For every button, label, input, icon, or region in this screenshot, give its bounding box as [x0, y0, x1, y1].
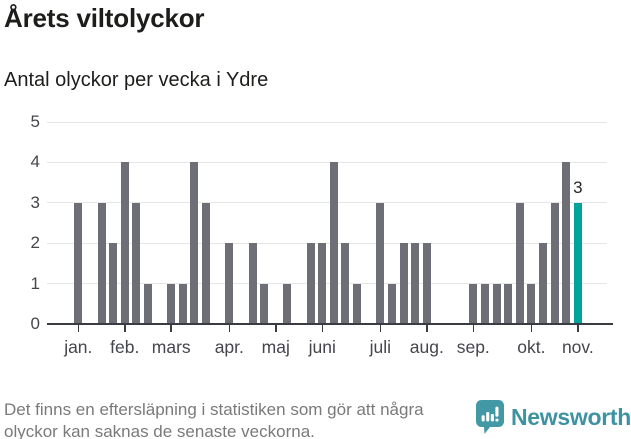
month-tick	[170, 325, 172, 332]
month-tick	[228, 325, 231, 332]
month-label: juni	[308, 337, 336, 357]
y-axis-label: 2	[30, 233, 40, 253]
bar-week-42	[550, 202, 559, 324]
month-tick	[426, 325, 428, 332]
bar-week-38	[504, 283, 513, 324]
month-tick	[379, 325, 382, 332]
bar-week-41	[538, 243, 547, 324]
bar-chart: 0 1 2 3 4 5 jan. feb. mars apr. maj juni juli aug. sep…	[30, 112, 613, 357]
bar-week-19	[283, 283, 292, 324]
bar-week-11	[190, 162, 199, 324]
bar-week-31	[422, 243, 431, 324]
month-label: nov.	[561, 337, 594, 357]
bar-week-24	[341, 243, 350, 324]
chart-title: Årets viltolyckor	[4, 3, 205, 33]
month-tick	[124, 325, 126, 332]
month-label: jan.	[64, 337, 93, 357]
month-tick	[275, 325, 277, 332]
bar-week-3	[97, 202, 106, 324]
month-label: feb.	[110, 337, 140, 357]
bar-week-30	[411, 243, 420, 324]
gridline	[47, 283, 607, 285]
month-label: okt.	[517, 337, 546, 357]
y-axis-label: 1	[30, 273, 40, 293]
bar-week-12	[202, 202, 211, 324]
chart-subtitle: Antal olyckor per vecka i Ydre	[4, 69, 269, 91]
bar-week-16	[248, 243, 257, 324]
bar-week-21	[306, 243, 315, 324]
bar-week-9	[167, 283, 176, 324]
bar-week-29	[399, 243, 408, 324]
month-label: maj	[261, 337, 290, 357]
y-axis-label: 0	[30, 314, 40, 333]
month-tick	[530, 325, 533, 332]
bar-week-40	[527, 283, 536, 324]
month-label: juli	[369, 337, 392, 357]
month-tick	[577, 325, 579, 332]
bar-week-17	[260, 283, 269, 324]
newsworthy-icon	[476, 400, 504, 434]
gridline	[47, 242, 607, 244]
y-axis-label: 5	[30, 112, 40, 131]
bar-week-25	[353, 283, 362, 324]
gridline	[47, 161, 607, 163]
bar-week-14	[225, 243, 234, 324]
newsworthy-wordmark: Newsworthy	[511, 404, 631, 430]
bar-week-6	[132, 202, 141, 324]
bar-week-36	[480, 283, 489, 324]
bar-week-35	[469, 283, 478, 324]
bar-week-27	[376, 202, 385, 324]
month-tick	[77, 325, 80, 332]
month-tick	[472, 325, 475, 332]
footnote: Det finns en eftersläpning i statistiken…	[4, 400, 424, 439]
bar-week-39	[515, 202, 524, 324]
month-label: apr.	[214, 337, 244, 357]
newsworthy-logo[interactable]: Newsworthy	[476, 400, 631, 434]
bar-week-28	[387, 283, 396, 324]
bar-week-5	[120, 162, 129, 324]
y-axis-label: 4	[30, 152, 40, 172]
bar-week-1	[74, 202, 83, 324]
bar-week-44	[573, 202, 582, 324]
y-axis-label: 3	[30, 192, 40, 212]
month-tick	[321, 325, 323, 332]
bar-week-4	[109, 243, 118, 324]
month-label: sep.	[456, 337, 490, 357]
gridline	[47, 202, 607, 204]
bar-week-23	[329, 162, 338, 324]
bar-week-10	[178, 283, 187, 324]
month-label: mars	[151, 337, 191, 357]
month-label: aug.	[409, 337, 444, 357]
x-axis-line	[47, 323, 613, 325]
bar-week-7	[144, 283, 152, 324]
data-label: 3	[573, 177, 583, 197]
bar-week-43	[562, 162, 571, 324]
gridline	[47, 121, 607, 123]
bar-week-22	[318, 243, 327, 324]
bar-week-37	[492, 283, 501, 324]
